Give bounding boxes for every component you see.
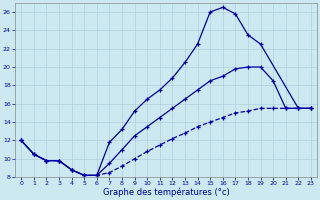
X-axis label: Graphe des températures (°c): Graphe des températures (°c) — [103, 188, 229, 197]
